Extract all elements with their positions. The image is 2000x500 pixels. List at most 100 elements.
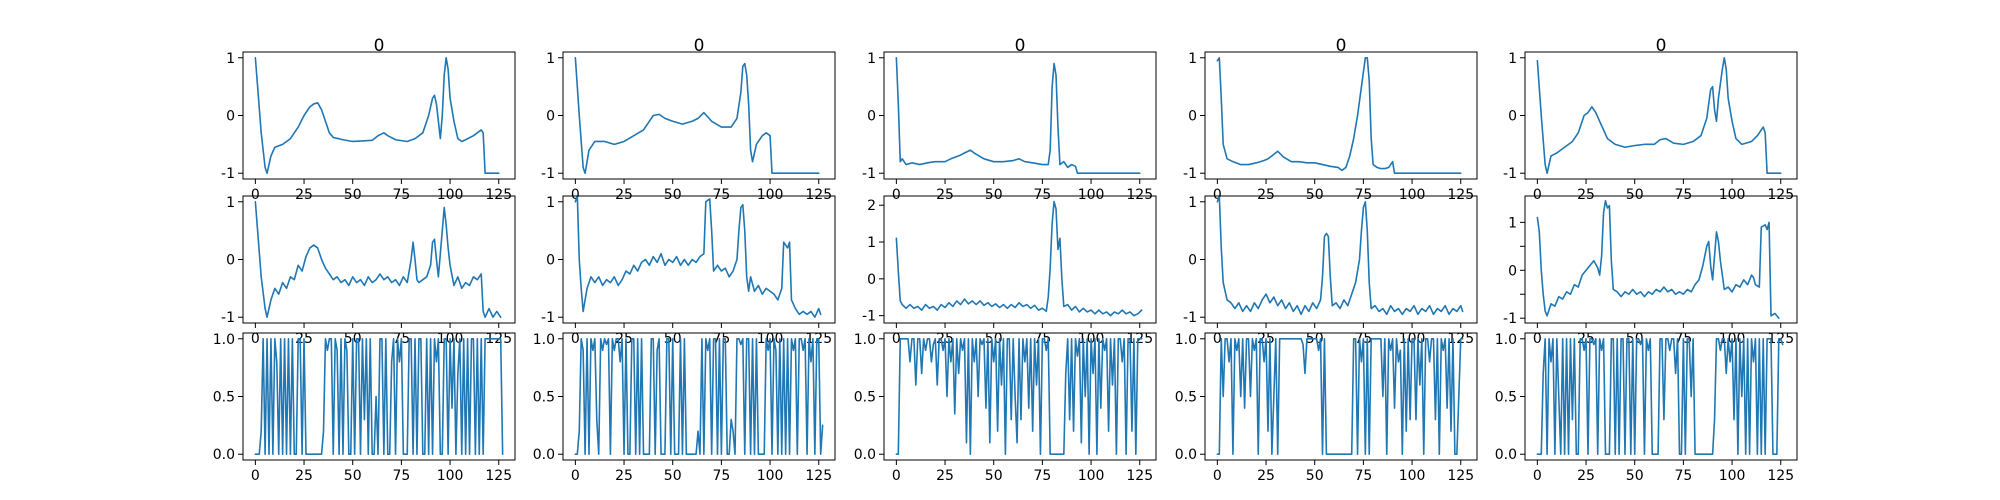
- y-tick-label: -1: [541, 166, 555, 182]
- y-tick-label: 0: [1188, 109, 1197, 125]
- subplot-r2-c1: 0 25 50 75 100 125 0.0 0.5 1.0: [533, 332, 836, 484]
- x-tick-label: 25: [295, 187, 313, 203]
- x-tick-label: 100: [1399, 468, 1426, 484]
- x-tick-label: 0: [1213, 331, 1222, 347]
- y-tick-label: 0: [546, 109, 555, 125]
- y-tick-label: 2: [867, 198, 876, 214]
- series-line: [254, 56, 500, 175]
- axes-frame: [562, 195, 836, 324]
- series-line: [574, 337, 824, 456]
- y-tick-label: 1: [867, 235, 876, 251]
- subplot-r1-c0: 0 25 50 75 100 125-101: [221, 195, 516, 347]
- subplot-r2-c2: 0 25 50 75 100 125 0.0 0.5 1.0: [854, 332, 1157, 484]
- x-tick-label: 100: [757, 468, 784, 484]
- x-tick-label: 100: [757, 187, 784, 203]
- x-tick-label: 0: [892, 331, 901, 347]
- x-tick-label: 50: [1626, 331, 1644, 347]
- y-tick-label: 0.5: [533, 390, 555, 406]
- axes-frame: [562, 51, 836, 180]
- y-tick-label: 0.5: [1175, 390, 1197, 406]
- axes-frame: [1524, 195, 1798, 324]
- series-line: [1216, 337, 1464, 456]
- x-tick-label: 25: [615, 187, 633, 203]
- y-tick-label: -1: [1183, 166, 1197, 182]
- x-tick-label: 100: [1719, 187, 1746, 203]
- subplot-r0-c2: 0 25 50 75 100 125 -1 0 1: [862, 51, 1157, 203]
- y-tick-label: 0.0: [1495, 447, 1517, 463]
- column-title-0: 0: [374, 36, 385, 56]
- x-tick-label: 75: [1674, 468, 1692, 484]
- y-tick-label: 1.0: [1495, 332, 1517, 348]
- x-tick-label: 50: [985, 468, 1003, 484]
- subplot-r0-c0: 0 25 50 75 100 125 -1 0 1: [221, 51, 516, 203]
- column-title-4: 0: [1656, 36, 1667, 56]
- x-tick-label: 25: [1577, 187, 1595, 203]
- series-line: [895, 337, 1143, 456]
- x-tick-label: 0: [892, 468, 901, 484]
- y-tick-label: 0.0: [213, 447, 235, 463]
- x-tick-label: 75: [1354, 468, 1372, 484]
- x-tick-label: 125: [1126, 187, 1153, 203]
- axes-frame: [1524, 51, 1798, 180]
- x-tick-label: 50: [1306, 187, 1324, 203]
- x-tick-label: 75: [1674, 187, 1692, 203]
- column-title-3: 0: [1336, 36, 1347, 56]
- x-tick-label: 0: [571, 187, 580, 203]
- x-tick-label: 50: [344, 187, 362, 203]
- x-tick-label: 75: [712, 468, 730, 484]
- y-tick-label: -1: [541, 310, 555, 326]
- axes-frame: [883, 195, 1157, 324]
- x-tick-label: 25: [1257, 187, 1275, 203]
- x-tick-label: 125: [805, 468, 832, 484]
- x-tick-label: 100: [437, 187, 464, 203]
- x-tick-label: 100: [1399, 187, 1426, 203]
- y-tick-label: 0.5: [213, 390, 235, 406]
- y-tick-label: 1.0: [1175, 332, 1197, 348]
- subplot-r2-c0: 0 25 50 75 100 125 0.0 0.5 1.0: [213, 332, 516, 484]
- x-tick-label: 25: [295, 468, 313, 484]
- x-tick-label: 0: [571, 331, 580, 347]
- y-tick-label: 1: [1188, 51, 1197, 67]
- x-tick-label: 0: [1213, 187, 1222, 203]
- x-tick-label: 75: [1033, 468, 1051, 484]
- y-tick-label: 0.0: [854, 447, 876, 463]
- x-tick-label: 50: [985, 331, 1003, 347]
- axes-frame: [242, 51, 516, 180]
- y-tick-label: -1: [862, 166, 876, 182]
- y-tick-label: 1: [867, 51, 876, 67]
- series-line: [1536, 199, 1780, 320]
- y-tick-label: 1: [546, 51, 555, 67]
- y-tick-label: 0: [1188, 253, 1197, 269]
- series-line: [574, 195, 822, 319]
- x-tick-label: 50: [664, 468, 682, 484]
- y-tick-label: 0.0: [1175, 447, 1197, 463]
- y-tick-label: 1.0: [213, 332, 235, 348]
- y-tick-label: 1: [226, 195, 235, 211]
- x-tick-label: 25: [1577, 468, 1595, 484]
- x-tick-label: 0: [1213, 468, 1222, 484]
- x-tick-label: 100: [1719, 468, 1746, 484]
- y-tick-label: -1: [1503, 311, 1517, 327]
- series-line: [895, 200, 1143, 317]
- x-tick-label: 100: [1078, 187, 1105, 203]
- x-tick-label: 125: [805, 187, 832, 203]
- series-line: [1216, 195, 1464, 316]
- x-tick-label: 0: [251, 187, 260, 203]
- y-tick-label: 1.0: [533, 332, 555, 348]
- x-tick-label: 75: [712, 187, 730, 203]
- y-tick-label: 0: [1508, 109, 1517, 125]
- y-tick-label: 0: [546, 253, 555, 269]
- x-tick-label: 125: [1767, 187, 1794, 203]
- subplot-r1-c4: 0 25 50 75 100 125-101: [1503, 195, 1798, 347]
- y-tick-label: 1: [226, 51, 235, 67]
- axes-frame: [242, 195, 516, 324]
- x-tick-label: 125: [1767, 468, 1794, 484]
- y-tick-label: -1: [221, 166, 235, 182]
- series-line: [895, 56, 1141, 175]
- x-tick-label: 100: [437, 468, 464, 484]
- x-tick-label: 50: [664, 187, 682, 203]
- x-tick-label: 25: [936, 468, 954, 484]
- x-tick-label: 0: [892, 187, 901, 203]
- y-tick-label: 1: [1508, 51, 1517, 67]
